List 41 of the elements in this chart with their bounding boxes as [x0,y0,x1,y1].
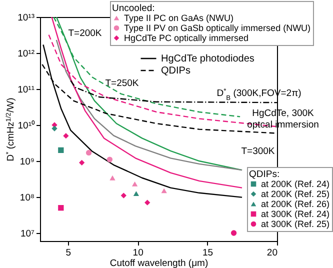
point [58,147,64,153]
y-tick-label: 10⁷ [20,228,36,240]
point [52,126,58,132]
point [58,205,64,211]
legend-label: Type II PC on GaAs (NWU) [124,13,234,23]
legend-label: at 200K (Ref. 24) [261,179,330,189]
y-tick-label: 10⁹ [20,156,34,168]
legend-label: at 200K (Ref. 25) [261,189,330,199]
point [132,182,138,186]
point [133,191,140,196]
legend-label: at 300K (Ref. 25) [261,219,330,229]
legend-label: at 300K (Ref. 24) [261,209,330,219]
annotation: T=300K [241,146,276,157]
x-tick-label: 15 [202,248,214,258]
annotation: T=200K [68,28,102,39]
x-tick-label: 5 [66,248,72,258]
x-axis-title: Cutoff wavelength (μm) [110,258,208,268]
x-tick-label: 20 [266,248,278,258]
annotation: T=250K [105,78,140,89]
y-tick-label: 10¹¹ [18,84,34,96]
point [78,160,85,166]
legend-label: HgCdTe photodiodes [161,54,254,64]
point [110,175,116,180]
legend-title: Uncooled: [112,3,155,14]
y-tick-label: 10¹³ [18,12,34,24]
point [86,150,92,156]
point [120,192,126,198]
point [144,200,150,206]
x-tick-label: 10 [132,248,144,258]
legend-label: QDIPs [161,66,190,76]
legend-label: Type II PV on GaSb optically immersed (NWU) [124,23,311,33]
y-tick-label: 10¹⁰ [18,120,36,132]
point [106,156,113,162]
y-tick-label: 10¹² [18,48,34,60]
point [230,230,237,236]
point [63,133,69,139]
legend-label: HgCdTe PC optically immersed [124,33,249,43]
legend-label: at 200K (Ref. 26) [261,199,330,209]
annotation: QDIPs: [249,169,280,180]
point [161,188,167,194]
y-tick-label: 10⁸ [20,192,34,204]
